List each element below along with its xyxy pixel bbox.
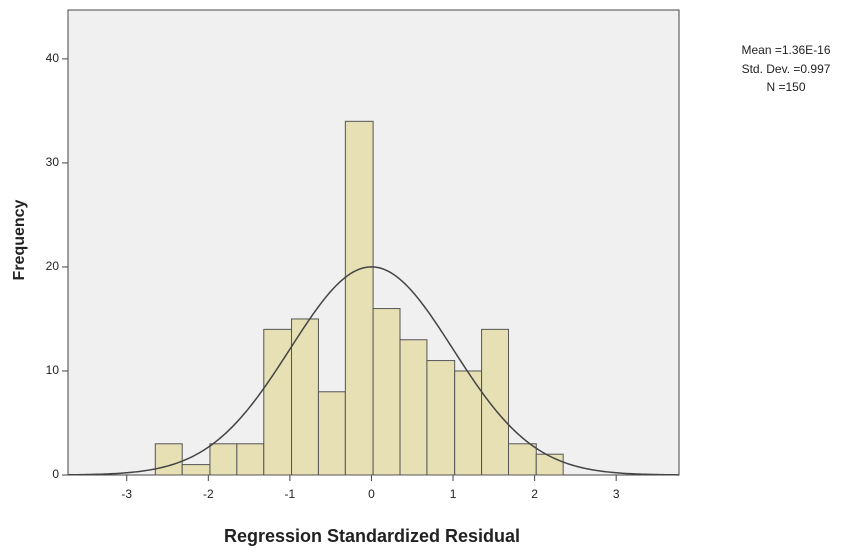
y-tick-label: 10 xyxy=(46,363,60,377)
bar xyxy=(237,444,264,475)
bar xyxy=(509,444,537,475)
bar xyxy=(345,121,373,475)
bar xyxy=(155,444,182,475)
y-tick-label: 40 xyxy=(46,51,60,65)
bar xyxy=(536,454,563,475)
bar xyxy=(182,465,210,475)
y-tick-label: 30 xyxy=(46,155,60,169)
bar xyxy=(427,361,455,475)
x-tick-label: 3 xyxy=(613,487,620,501)
chart: Frequency Regression Standardized Residu… xyxy=(0,0,849,551)
x-tick-label: -1 xyxy=(285,487,296,501)
y-tick-label: 0 xyxy=(52,467,59,481)
x-tick-label: 0 xyxy=(368,487,375,501)
bar xyxy=(373,309,400,475)
y-axis-label: Frequency xyxy=(11,199,28,280)
x-axis-label: Regression Standardized Residual xyxy=(224,526,520,546)
x-tick-label: -2 xyxy=(203,487,214,501)
x-tick-label: -3 xyxy=(121,487,132,501)
x-tick-label: 2 xyxy=(531,487,538,501)
bar xyxy=(482,329,509,475)
bar xyxy=(210,444,237,475)
y-tick-label: 20 xyxy=(46,259,60,273)
bar xyxy=(292,319,319,475)
bar xyxy=(264,329,292,475)
stat-n: N =150 xyxy=(766,80,805,94)
stat-sd: Std. Dev. =0.997 xyxy=(742,62,831,76)
x-tick-label: 1 xyxy=(450,487,457,501)
stat-mean: Mean =1.36E-16 xyxy=(741,43,830,57)
bar xyxy=(318,392,345,475)
bar xyxy=(400,340,427,475)
